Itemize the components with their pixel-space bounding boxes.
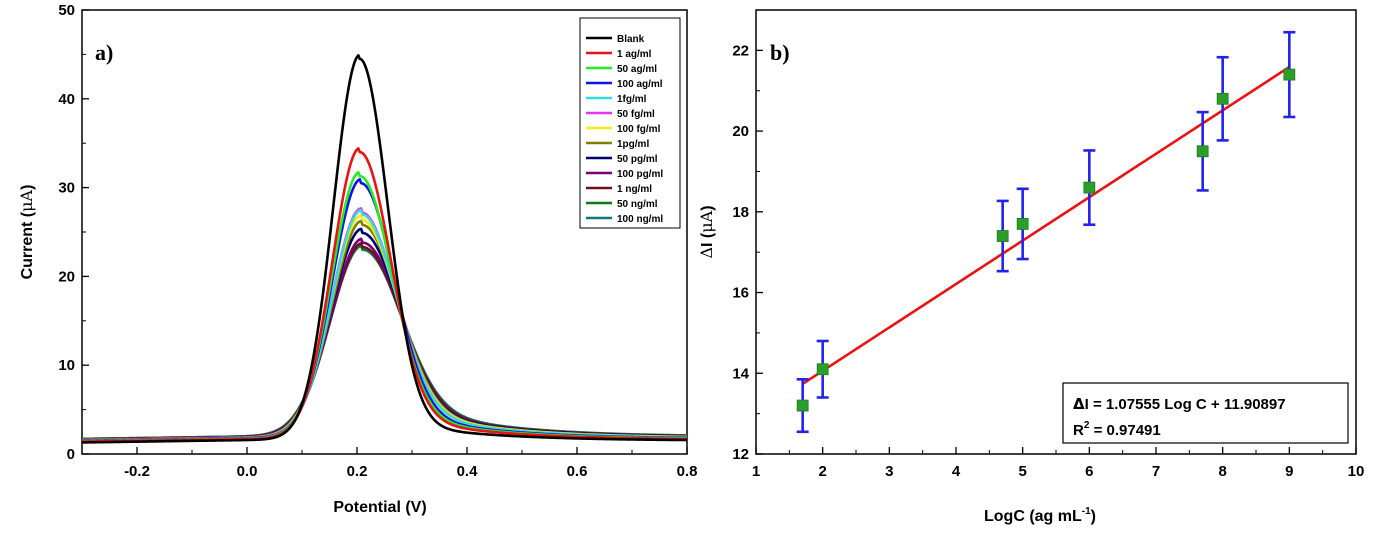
- chart-b-equation: ΔI = 1.07555 Log C + 11.90897: [1073, 395, 1286, 413]
- chart-b-point: [996, 230, 1009, 242]
- chart-a-ticks: -0.2 0.0 0.2 0.4 0.6 0.8 0 10 20 30 40 50: [58, 2, 697, 480]
- chart-a-curves: [82, 54, 687, 444]
- chart-a: -0.2 0.0 0.2 0.4 0.6 0.8 0 10 20 30 40 50 a) Potent…: [17, 2, 697, 516]
- chart-b-point: [1283, 68, 1296, 81]
- chart-a-ytick-label: 10: [58, 357, 75, 374]
- chart-a-legend-label: 100 fg/ml: [617, 124, 661, 135]
- chart-b-point: [816, 363, 829, 376]
- chart-b-ylabel-close: ): [699, 205, 716, 210]
- chart-a-ylabel: Current (μA): [17, 185, 36, 280]
- chart-a-ylabel-close: ): [19, 185, 36, 190]
- chart-b-xlabel: LogC (ag mL-1): [984, 506, 1096, 525]
- chart-a-ylabel-main: Current (: [19, 211, 36, 279]
- chart-a-legend-label: 1pg/ml: [617, 139, 649, 150]
- chart-a-legend-label: 50 ag/ml: [617, 64, 657, 75]
- chart-a-ytick-label: 40: [58, 91, 75, 108]
- chart-b-r2-sup: 2: [1084, 420, 1090, 431]
- chart-a-legend-label: 1 ng/ml: [617, 184, 652, 195]
- chart-b-ytick-label: 12: [732, 446, 749, 463]
- chart-a-legend-label: 50 pg/ml: [617, 154, 658, 165]
- chart-a-legend-label: 1fg/ml: [617, 94, 647, 105]
- chart-b-panel-label: b): [770, 40, 790, 65]
- chart-b-xtick-label: 1: [752, 463, 760, 480]
- chart-b-equation-symbol: Δ: [1073, 395, 1085, 413]
- chart-b-equation-box: ΔI = 1.07555 Log C + 11.90897 R2 = 0.974…: [1062, 382, 1349, 444]
- chart-a-legend-label: 100 pg/ml: [617, 169, 663, 180]
- chart-b-r2-value: = 0.97491: [1089, 422, 1160, 439]
- chart-a-series-line: [82, 54, 687, 444]
- chart-b-point: [796, 399, 809, 412]
- chart-a-xtick-label: 0.0: [237, 463, 258, 480]
- chart-b-fit-line: [801, 65, 1291, 385]
- chart-a-legend-label: 50 fg/ml: [617, 109, 655, 120]
- chart-b-point: [1083, 181, 1096, 194]
- chart-b-xtick-label: 5: [1018, 463, 1026, 480]
- chart-b-point: [1196, 145, 1209, 158]
- chart-b-point: [1216, 92, 1229, 105]
- chart-b-xtick-label: 6: [1085, 463, 1093, 480]
- chart-b-xtick-label: 8: [1218, 463, 1226, 480]
- chart-b-ytick-label: 16: [732, 285, 749, 302]
- chart-b-point: [1016, 218, 1029, 230]
- chart-b-ytick-label: 22: [732, 42, 749, 59]
- chart-a-legend: Blank 1 ag/ml 50 ag/ml 100 ag/ml 1fg/ml 50 fg…: [579, 17, 681, 229]
- chart-b-equation-text: I = 1.07555 Log C + 11.90897: [1085, 396, 1286, 413]
- chart-b-ylabel: ΔI (μA): [697, 205, 716, 258]
- chart-a-xtick-label: 0.6: [567, 463, 588, 480]
- chart-a-legend-label: Blank: [617, 34, 645, 45]
- chart-b-data: [796, 30, 1296, 434]
- chart-a-xtick-label: -0.2: [124, 463, 150, 480]
- chart-a-ytick-label: 30: [58, 180, 75, 197]
- chart-b-xtick-label: 7: [1152, 463, 1160, 480]
- chart-a-ytick-label: 0: [67, 446, 75, 463]
- chart-b-r2: R2 = 0.97491: [1073, 420, 1161, 439]
- chart-b-xlabel-main: LogC (ag mL: [984, 508, 1082, 525]
- chart-a-xtick-label: 0.4: [457, 463, 479, 480]
- chart-b-xtick-label: 3: [885, 463, 893, 480]
- chart-a-legend-label: 1 ag/ml: [617, 49, 652, 60]
- chart-a-xlabel: Potential (V): [333, 499, 426, 516]
- chart-b-ylabel-symbol: Δ: [697, 247, 716, 259]
- chart-a-legend-label: 50 ng/ml: [617, 199, 658, 210]
- chart-b-equation-frame: [1062, 382, 1349, 444]
- chart-a-series-line: [82, 237, 687, 441]
- chart-b-r2-main: R: [1073, 422, 1084, 439]
- chart-a-ytick-label: 50: [58, 2, 75, 19]
- chart-b-xtick-label: 4: [952, 463, 961, 480]
- chart-a-series-line: [82, 208, 687, 442]
- chart-a-panel-label: a): [95, 40, 113, 65]
- chart-b-ytick-label: 20: [732, 123, 749, 140]
- chart-b-xtick-label: 2: [818, 463, 826, 480]
- chart-b-xtick-label: 9: [1285, 463, 1293, 480]
- chart-a-xtick-label: 0.2: [347, 463, 368, 480]
- chart-b-xlabel-close: ): [1091, 508, 1096, 525]
- chart-b-ytick-label: 18: [732, 204, 749, 221]
- chart-a-xtick-label: 0.8: [677, 463, 698, 480]
- chart-a-legend-label: 100 ng/ml: [617, 214, 663, 225]
- chart-b-ytick-label: 14: [732, 365, 749, 382]
- chart-b-ylabel-main: I (: [699, 232, 716, 247]
- chart-a-ylabel-unit: μA: [17, 189, 36, 211]
- chart-b-ylabel-unit: μA: [697, 210, 716, 232]
- chart-a-ytick-label: 20: [58, 268, 75, 285]
- chart-b-xtick-label: 10: [1348, 463, 1365, 480]
- chart-a-legend-label: 100 ag/ml: [617, 79, 663, 90]
- chart-b-xlabel-sup: -1: [1082, 506, 1091, 517]
